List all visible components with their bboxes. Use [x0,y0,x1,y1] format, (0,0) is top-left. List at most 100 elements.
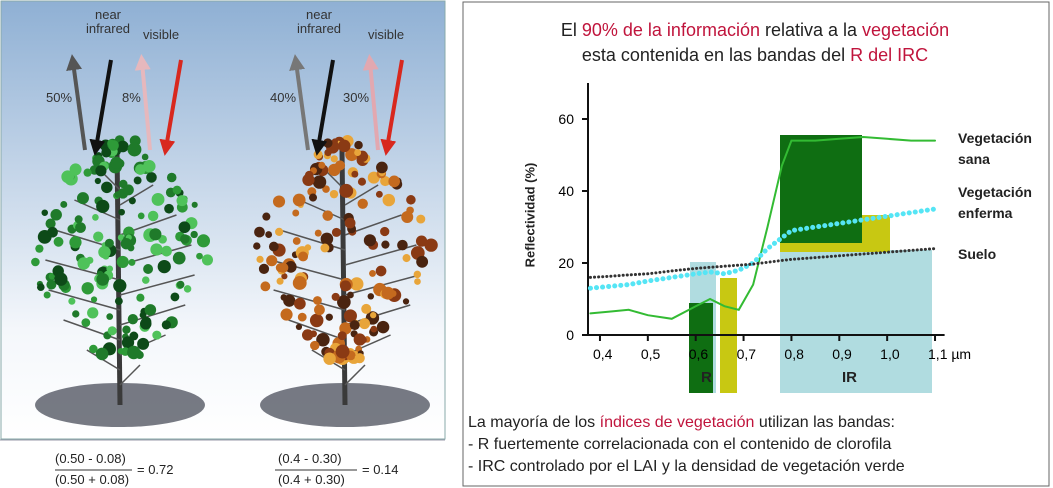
leaf [381,240,390,249]
branch [119,274,195,296]
leaf [310,330,317,338]
leaf [151,193,165,206]
leaf [107,326,117,336]
leaf [275,263,285,273]
note: La mayoría de los índices de vegetación … [468,414,895,432]
illustration-bg [0,0,446,440]
arrow [159,59,183,156]
leaf [50,209,62,221]
formula: (0.50 + 0.08) [55,472,130,487]
leaf [161,320,171,330]
leaf [344,217,356,229]
formula: = 0.72 [137,462,174,477]
leaf [113,279,127,293]
leaf [297,312,307,322]
leaf [260,281,271,292]
leaf [128,197,136,205]
band-block [780,135,862,243]
formula: (0.4 + 0.30) [278,472,345,487]
label: visible [143,27,180,42]
leaf [196,252,203,260]
leaf [96,199,110,213]
leaf [308,193,318,202]
chart-title: El 90% de la información relativa a la v… [470,18,1040,68]
leaf [75,222,86,233]
leaf [128,258,136,266]
leaf [424,238,438,252]
x-tick-label: 0,5 [641,346,661,362]
leaf [415,235,428,247]
leaf [77,257,90,270]
leaf [351,170,359,178]
leaf [31,257,40,267]
leaf [353,333,366,346]
band-label: IR [842,369,857,386]
leaf [313,296,322,305]
leaf [414,278,421,285]
leaf [74,215,83,224]
leaf [370,311,377,319]
note: - R fuertemente correlacionada con el co… [468,436,892,453]
leaf [140,318,152,330]
leaf [281,273,288,280]
leaf [60,200,68,208]
leaf [335,344,350,359]
leaf [322,210,333,221]
leaf [127,142,142,157]
series-line [589,135,937,320]
leaf [381,286,395,300]
leaf [313,150,323,160]
leaf [95,165,107,177]
leaf [89,344,98,354]
leaf [172,185,182,195]
leaf [95,347,109,361]
leaf [122,325,131,334]
text-segment: vegetación [862,20,950,40]
branch [119,364,141,386]
leaf [46,279,57,290]
leaf [361,303,372,314]
leaf [96,273,110,286]
leaf [92,214,99,221]
leaf [347,291,354,299]
text-segment: 90% de la información [581,20,760,40]
leaf [150,243,163,256]
leaf [146,172,157,183]
leaf [397,239,408,251]
leaf [122,184,134,196]
leaf [334,160,346,171]
leaf [135,350,144,360]
leaf [43,291,51,299]
leaf [76,192,89,205]
label: 8% [122,90,141,105]
leaf [196,234,211,248]
y-axis-label: Reflectividad (%) [522,162,538,268]
leaf [406,206,414,215]
leaf [139,311,147,319]
label: near infrared [296,7,342,36]
arrow [311,59,335,156]
branch [344,364,366,386]
leaf [266,255,278,267]
leaf [152,330,162,340]
band-block [689,303,713,393]
leaf [357,177,367,186]
text-segment: R del IRC [850,45,929,65]
leaf [298,251,309,262]
text-segment: relativa a la [759,20,863,40]
leaf [363,234,377,247]
leaf [402,298,410,305]
leaf [149,228,162,241]
x-tick-label: 1,1 µm [928,346,971,362]
leaf [110,156,123,169]
plot: 0 20 40 60 0,4 0,5 0,6 0,7 0,8 0,9 1,0 1,1 µm [558,83,971,362]
leaf [35,244,44,253]
leaf [323,138,333,148]
leaf [90,296,98,303]
leaf [316,332,330,347]
label: 40% [270,90,297,105]
leaf [318,161,326,169]
leaf [127,314,139,325]
legend-label: Vegetación enferma [958,184,1032,221]
leaf [164,203,174,214]
